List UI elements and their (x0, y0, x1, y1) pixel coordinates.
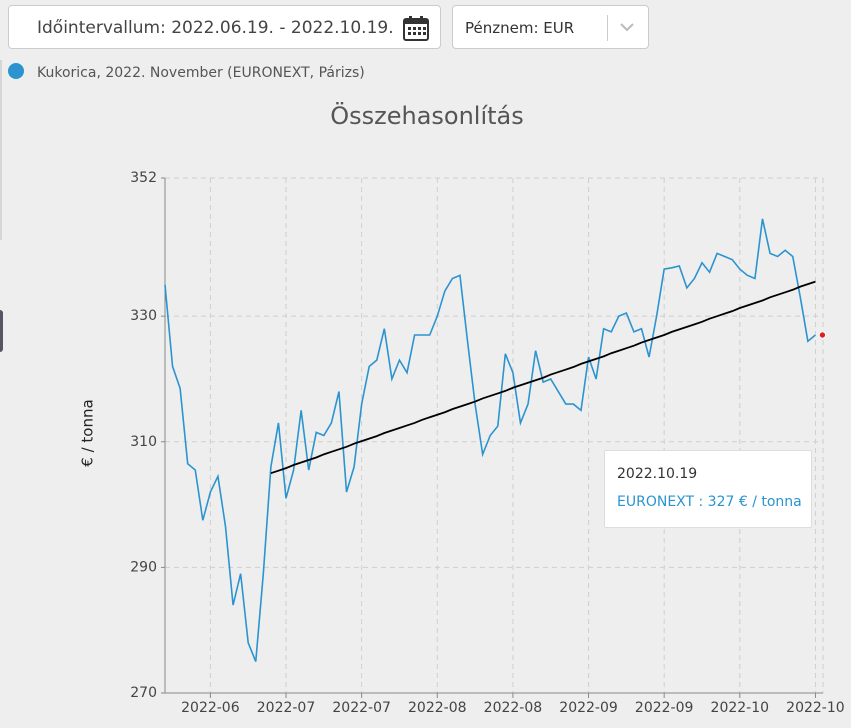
currency-label: Pénznem: EUR (465, 19, 575, 37)
x-tick-label: 2022-07 (257, 700, 316, 716)
calendar-icon[interactable] (402, 15, 430, 42)
legend-label: Kukorica, 2022. November (EURONEXT, Pári… (37, 65, 365, 81)
data-line (164, 218, 816, 662)
x-tick-label: 2022-06 (181, 700, 240, 716)
x-tick-label: 2022-10 (711, 700, 770, 716)
date-picker[interactable]: Időintervallum: 2022.06.19. - 2022.10.19… (8, 5, 441, 49)
trend-line (270, 280, 816, 475)
side-tab[interactable] (0, 310, 3, 352)
x-tick-label: 2022-08 (484, 700, 543, 716)
legend-marker (8, 63, 24, 79)
x-tick-label: 2022-07 (332, 700, 391, 716)
hover-marker (818, 331, 827, 339)
y-axis-label: € / tonna (79, 399, 97, 466)
chevron[interactable] (619, 21, 635, 33)
x-tick-label: 2022-10 (786, 700, 845, 716)
side-edge (0, 60, 2, 240)
x-tick-label: 2022-08 (408, 700, 467, 716)
x-tick-label: 2022-09 (635, 700, 694, 716)
date-range-label: Időintervallum: 2022.06.19. - 2022.10.19… (37, 18, 394, 38)
chart-title: Összehasonlítás (330, 101, 524, 130)
tooltip: 2022.10.19 EURONEXT : 327 € / tonna (604, 450, 812, 528)
tooltip-text: EURONEXT : 327 € / tonna (617, 494, 802, 510)
x-tick-label: 2022-09 (559, 700, 618, 716)
tooltip-title: 2022.10.19 (617, 466, 698, 482)
y-tick-label: 310 (130, 434, 157, 450)
y-tick-label: 330 (130, 308, 157, 324)
y-tick-label: 352 (130, 170, 157, 186)
currency-select[interactable]: Pénznem: EUR (452, 5, 649, 49)
y-tick-label: 290 (130, 559, 157, 575)
separator (607, 15, 608, 41)
y-tick-label: 270 (130, 685, 157, 701)
